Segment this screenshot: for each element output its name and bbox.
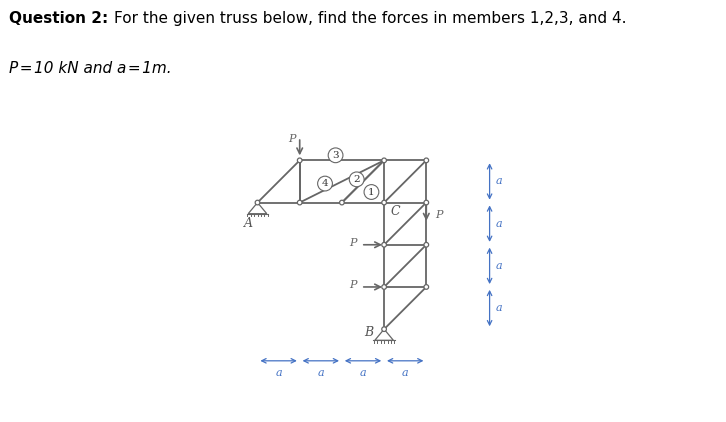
Text: a: a [359,368,367,379]
Text: 2: 2 [354,175,360,184]
Text: Question 2:: Question 2: [9,11,108,26]
Text: P: P [349,280,356,290]
Text: P: P [288,134,296,144]
Circle shape [364,185,379,199]
Circle shape [328,148,343,162]
Circle shape [349,172,364,187]
Circle shape [255,200,260,205]
Circle shape [382,158,386,162]
Circle shape [382,200,386,205]
Circle shape [424,158,428,162]
Circle shape [382,242,386,247]
Text: 3: 3 [333,151,339,160]
Text: 4: 4 [322,179,328,188]
Text: a: a [317,368,324,379]
Circle shape [424,242,428,247]
Circle shape [424,284,428,289]
Text: P = 10 kN and a = 1m.: P = 10 kN and a = 1m. [9,61,171,76]
Text: P: P [435,210,442,220]
Text: a: a [496,219,502,229]
Text: a: a [496,261,502,271]
Circle shape [298,158,302,162]
Circle shape [424,200,428,205]
Text: a: a [496,176,502,187]
Text: a: a [496,303,502,313]
Text: 1: 1 [368,187,375,197]
Text: C: C [391,206,400,218]
Circle shape [382,327,386,332]
Circle shape [298,200,302,205]
Circle shape [318,176,333,191]
Circle shape [382,284,386,289]
Text: P: P [349,238,356,248]
Circle shape [340,200,344,205]
Text: A: A [244,217,253,230]
Text: a: a [402,368,409,379]
Text: B: B [364,326,374,339]
Text: For the given truss below, find the forces in members 1,2,3, and 4.: For the given truss below, find the forc… [114,11,627,26]
Text: a: a [275,368,282,379]
